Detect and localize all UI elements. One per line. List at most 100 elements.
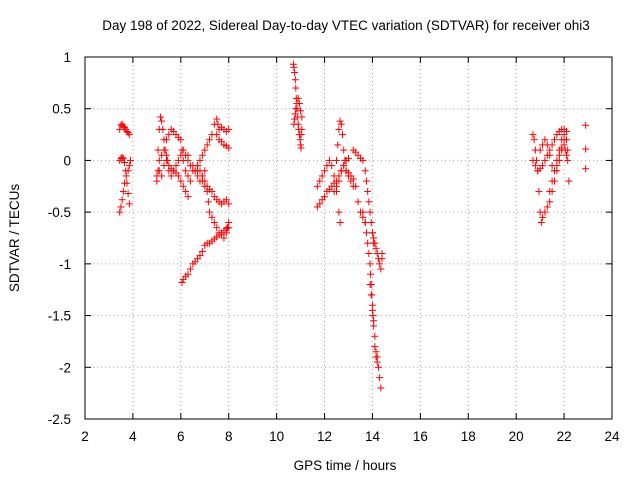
data-point xyxy=(564,156,572,164)
data-point xyxy=(325,156,333,164)
data-point xyxy=(121,158,129,166)
data-point xyxy=(297,131,305,139)
data-point xyxy=(562,151,570,159)
data-point xyxy=(543,141,551,149)
data-point xyxy=(370,234,378,242)
data-point xyxy=(366,208,374,216)
data-point xyxy=(376,260,384,268)
data-point xyxy=(364,239,372,247)
data-point xyxy=(154,146,162,154)
data-point xyxy=(184,270,192,278)
y-tick-labels: 1 0.5 0 -0.5 -1 -1.5 -2 -2.5 xyxy=(48,50,71,427)
data-point xyxy=(373,353,381,361)
data-point xyxy=(370,317,378,325)
data-point xyxy=(165,131,173,139)
x-tick-label: 18 xyxy=(461,429,476,444)
data-point xyxy=(117,203,125,211)
data-point xyxy=(536,146,544,154)
data-point xyxy=(124,190,132,198)
data-point xyxy=(548,177,556,185)
data-point xyxy=(537,218,545,226)
data-point xyxy=(290,63,298,71)
data-point xyxy=(335,208,343,216)
data-point xyxy=(333,182,341,190)
x-tick-label: 24 xyxy=(604,429,620,444)
data-point xyxy=(560,141,568,149)
data-point xyxy=(366,281,374,289)
data-point xyxy=(339,131,347,139)
x-tick-label: 16 xyxy=(413,429,428,444)
data-point xyxy=(196,252,204,260)
data-point xyxy=(335,125,343,133)
data-point xyxy=(371,239,379,247)
data-point xyxy=(297,144,305,152)
data-point xyxy=(158,151,166,159)
data-point xyxy=(374,363,382,371)
data-point xyxy=(172,162,180,170)
data-point xyxy=(551,167,559,175)
data-point xyxy=(123,179,131,187)
data-point xyxy=(158,172,166,180)
data-point xyxy=(162,136,170,144)
data-point xyxy=(196,167,204,175)
data-point xyxy=(546,151,554,159)
data-point xyxy=(225,144,233,152)
data-point xyxy=(292,105,300,113)
data-point xyxy=(125,200,133,208)
data-point xyxy=(290,120,298,128)
data-point xyxy=(359,156,367,164)
data-point xyxy=(295,100,303,108)
data-point xyxy=(543,203,551,211)
data-point xyxy=(541,208,549,216)
data-point xyxy=(345,154,352,162)
data-point xyxy=(535,187,543,195)
grid xyxy=(85,57,612,419)
data-point xyxy=(162,156,170,164)
data-point xyxy=(316,177,324,185)
data-point xyxy=(122,167,130,175)
data-point xyxy=(170,167,178,175)
data-point xyxy=(182,187,190,195)
data-point xyxy=(213,115,221,123)
y-tick-label: 0 xyxy=(63,153,71,168)
data-point xyxy=(539,213,547,221)
data-point xyxy=(153,177,161,185)
data-point xyxy=(354,198,362,206)
data-points xyxy=(116,60,590,392)
data-point xyxy=(334,141,342,149)
x-tick-label: 2 xyxy=(81,429,89,444)
data-point xyxy=(330,172,338,180)
data-point xyxy=(361,167,369,175)
data-point xyxy=(367,270,375,278)
data-point xyxy=(225,224,233,232)
data-point xyxy=(125,131,133,139)
data-point xyxy=(214,120,222,128)
data-point xyxy=(546,198,554,206)
x-tick-labels: 2 4 6 8 10 12 14 16 18 20 22 24 xyxy=(81,429,620,444)
data-point xyxy=(365,198,373,206)
data-point xyxy=(127,156,135,164)
data-point xyxy=(167,172,175,180)
data-point xyxy=(222,196,230,204)
data-point xyxy=(198,151,206,159)
data-point xyxy=(210,218,218,226)
data-point xyxy=(179,182,187,190)
x-tick-label: 4 xyxy=(129,429,137,444)
data-point xyxy=(177,177,185,185)
data-point xyxy=(555,146,563,154)
data-point xyxy=(376,374,384,382)
data-point xyxy=(377,265,385,273)
data-point xyxy=(155,156,163,164)
y-tick-label: -1.5 xyxy=(48,309,71,324)
data-point xyxy=(368,229,376,237)
data-point xyxy=(186,265,194,273)
data-point xyxy=(341,156,349,164)
data-point xyxy=(361,218,369,226)
x-axis-label: GPS time / hours xyxy=(294,458,397,473)
data-point xyxy=(174,156,182,164)
data-point xyxy=(541,156,549,164)
data-point xyxy=(582,121,590,129)
data-point xyxy=(118,153,126,161)
data-point xyxy=(118,196,126,204)
data-point xyxy=(349,175,357,183)
